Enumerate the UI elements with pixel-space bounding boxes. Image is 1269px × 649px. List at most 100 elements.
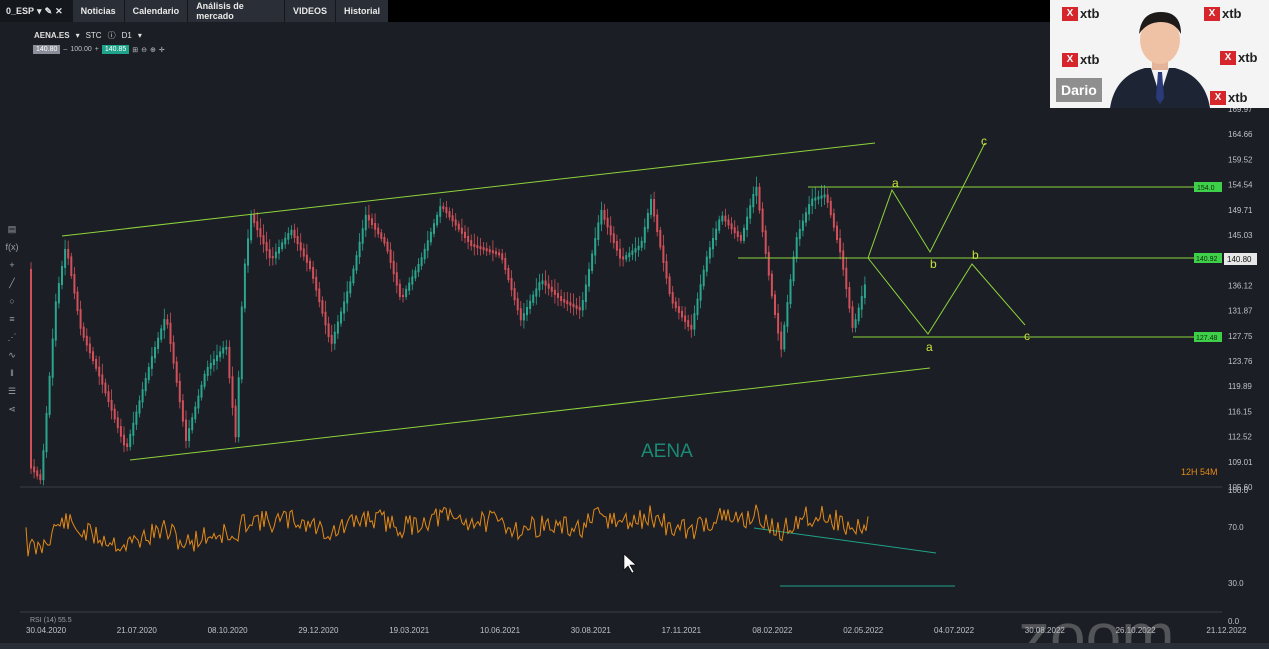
- tab-videos[interactable]: VIDEOS: [284, 0, 335, 22]
- candle-body: [739, 235, 742, 241]
- crosshair-icon[interactable]: +: [9, 260, 15, 270]
- info-icon[interactable]: ⓘ: [107, 31, 116, 40]
- candle-body: [699, 284, 702, 301]
- fibonacci-icon[interactable]: ≡: [9, 314, 15, 324]
- candle-body: [253, 214, 256, 224]
- tab-historial[interactable]: Historial: [335, 0, 388, 22]
- candle-body: [848, 287, 851, 309]
- rsi-axis: 100.0 70.0 30.0 0.0: [1228, 486, 1249, 626]
- candle-body: [789, 279, 792, 305]
- minus-icon[interactable]: –: [63, 46, 68, 53]
- close-icon[interactable]: ✕: [55, 5, 63, 16]
- tab-analisis-mercado[interactable]: Análisis de mercado: [188, 0, 284, 22]
- candle-body: [724, 215, 727, 222]
- rsi-tick: 100.0: [1228, 486, 1249, 495]
- instrument-header: AENA.ES ▾ STC ⓘ D1 ▾: [34, 30, 142, 41]
- candle-body: [119, 426, 122, 437]
- candle-body: [73, 274, 76, 294]
- candle-body: [234, 405, 237, 438]
- zoom-watermark: zoom: [1018, 600, 1175, 649]
- participant-name: Dario: [1056, 78, 1102, 102]
- date-tick: 26.10.2022: [1116, 626, 1157, 635]
- candle-body: [519, 308, 522, 321]
- candle-body: [42, 450, 45, 481]
- candle-body: [107, 391, 110, 402]
- plus-icon[interactable]: +: [94, 46, 99, 53]
- candle-body: [358, 241, 361, 258]
- volume-input[interactable]: 100.00: [70, 46, 92, 53]
- candle-body: [594, 238, 597, 256]
- rsi-upper-trendline: [753, 527, 937, 554]
- candle-body: [126, 443, 129, 448]
- candle-body: [374, 223, 377, 230]
- candle-body: [178, 380, 181, 403]
- line-tool-icon[interactable]: ╱: [9, 278, 15, 288]
- candle-body: [141, 389, 144, 403]
- wave-label-a-upper: a: [892, 176, 899, 190]
- candle-body: [312, 267, 315, 279]
- bid-price[interactable]: 140.80: [33, 45, 61, 54]
- date-axis: 30.04.2020 21.07.2020 08.10.2020 29.12.2020…: [26, 626, 1247, 635]
- candle-body: [150, 356, 153, 369]
- chevron-down-icon[interactable]: ▾: [75, 31, 80, 40]
- candle-body: [578, 306, 581, 311]
- bottom-tab-strip: [0, 643, 1269, 649]
- candle-body: [566, 300, 569, 305]
- tab-calendario[interactable]: Calendario: [124, 0, 188, 22]
- tab-noticias[interactable]: Noticias: [72, 0, 124, 22]
- candle-body: [783, 324, 786, 350]
- candle-body: [736, 231, 739, 237]
- candle-body: [147, 366, 150, 381]
- candle-body: [433, 223, 435, 234]
- candle-body: [541, 280, 544, 285]
- pattern-icon[interactable]: ⋰: [7, 332, 17, 342]
- text-tool-icon[interactable]: ‖: [10, 368, 14, 378]
- candle-body: [157, 337, 160, 349]
- function-icon[interactable]: f(x): [5, 242, 19, 252]
- candle-body: [98, 366, 101, 377]
- candle-body: [101, 374, 104, 385]
- layout-icon[interactable]: ▤: [7, 224, 17, 234]
- zoom-in-icon[interactable]: ⊕: [150, 46, 156, 54]
- candle-body: [349, 281, 352, 294]
- candle-body: [95, 359, 98, 369]
- account-selector[interactable]: 0_ESP ▾ ✎ ✕: [0, 0, 69, 22]
- candle-body: [615, 241, 618, 251]
- candle-body: [507, 267, 510, 281]
- candle-body: [364, 214, 367, 231]
- candle-body: [640, 240, 643, 248]
- candle-body: [367, 214, 370, 221]
- chevron-down-icon[interactable]: ▾: [137, 31, 142, 40]
- candle-body: [48, 375, 51, 415]
- candle-body: [330, 335, 333, 344]
- wave-label-c-upper: c: [981, 134, 987, 148]
- wave-path-bullish: [867, 142, 986, 259]
- candle-body: [780, 331, 783, 350]
- candle-body: [188, 428, 191, 441]
- candle-body: [832, 213, 835, 228]
- grid-icon[interactable]: ⊞: [132, 46, 139, 54]
- layers-icon[interactable]: ☰: [7, 386, 17, 396]
- edit-icon[interactable]: ✎: [44, 5, 53, 16]
- zoom-out-icon[interactable]: ⊖: [141, 46, 148, 54]
- candle-body: [321, 300, 324, 314]
- wave-tool-icon[interactable]: ∿: [8, 350, 16, 360]
- candle-body: [501, 253, 504, 260]
- candle-body: [457, 223, 460, 230]
- share-icon[interactable]: ⋖: [8, 404, 16, 414]
- quote-bar: 140.80 – 100.00 + 140.85 ⊞ ⊖ ⊕ ✛: [33, 45, 165, 54]
- timeframe-selector[interactable]: D1: [121, 31, 132, 40]
- candle-body: [395, 272, 398, 286]
- candle-body: [687, 320, 690, 327]
- candle-body: [76, 291, 79, 312]
- date-tick: 02.05.2022: [843, 626, 884, 635]
- instrument-symbol[interactable]: AENA.ES: [34, 31, 70, 40]
- candle-body: [408, 282, 411, 291]
- candle-body: [293, 229, 296, 238]
- crosshair-icon[interactable]: ✛: [158, 46, 165, 54]
- ask-price[interactable]: 140.85: [101, 45, 130, 54]
- circle-tool-icon[interactable]: ○: [9, 296, 15, 306]
- candle-body: [749, 205, 752, 219]
